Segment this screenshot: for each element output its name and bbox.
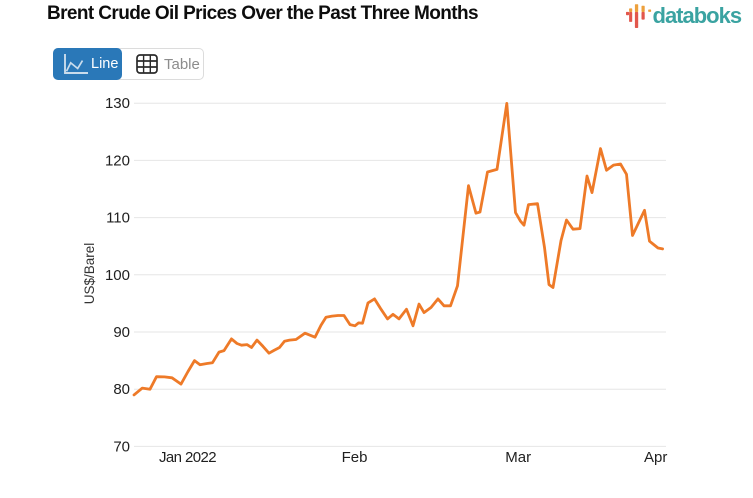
svg-text:80: 80 <box>113 381 130 398</box>
svg-text:Apr: Apr <box>644 449 667 466</box>
svg-text:Mar: Mar <box>505 449 531 466</box>
svg-text:130: 130 <box>105 95 130 112</box>
svg-text:US$/Barel: US$/Barel <box>82 243 97 305</box>
svg-text:110: 110 <box>106 210 130 227</box>
svg-text:100: 100 <box>105 267 130 284</box>
svg-text:120: 120 <box>105 152 130 169</box>
svg-text:70: 70 <box>113 438 130 455</box>
svg-text:Jan 2022: Jan 2022 <box>159 449 216 466</box>
svg-text:Feb: Feb <box>342 449 368 466</box>
svg-text:90: 90 <box>113 324 130 341</box>
